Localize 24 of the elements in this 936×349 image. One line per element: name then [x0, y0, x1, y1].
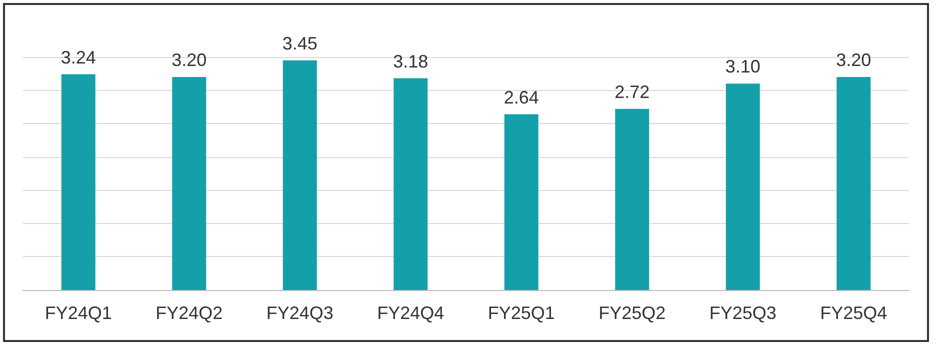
bar [836, 76, 871, 290]
x-tick-label: FY24Q4 [377, 303, 444, 323]
data-label: 3.10 [725, 56, 760, 77]
bar [615, 108, 650, 290]
bar [726, 84, 760, 290]
data-label: 2.72 [614, 82, 650, 102]
x-tick-label: FY24Q3 [266, 303, 334, 323]
x-tick-label: FY24Q2 [156, 303, 223, 323]
x-tick-label: FY25Q4 [820, 303, 888, 323]
bar [61, 74, 96, 290]
data-label: 3.24 [60, 47, 96, 68]
data-label: 3.18 [393, 51, 428, 72]
data-label: 3.45 [282, 33, 318, 54]
x-tick-label: FY25Q2 [598, 303, 666, 323]
bar [504, 114, 538, 290]
data-label: 2.64 [504, 87, 539, 108]
x-tick-label: FY25Q1 [488, 303, 555, 323]
data-label: 3.20 [836, 50, 872, 70]
data-label: 3.20 [172, 50, 207, 70]
x-tick-label: FY24Q1 [44, 303, 112, 323]
bar [282, 60, 317, 290]
x-tick-label: FY25Q3 [709, 303, 776, 323]
bar [394, 78, 428, 290]
bar [172, 76, 206, 290]
